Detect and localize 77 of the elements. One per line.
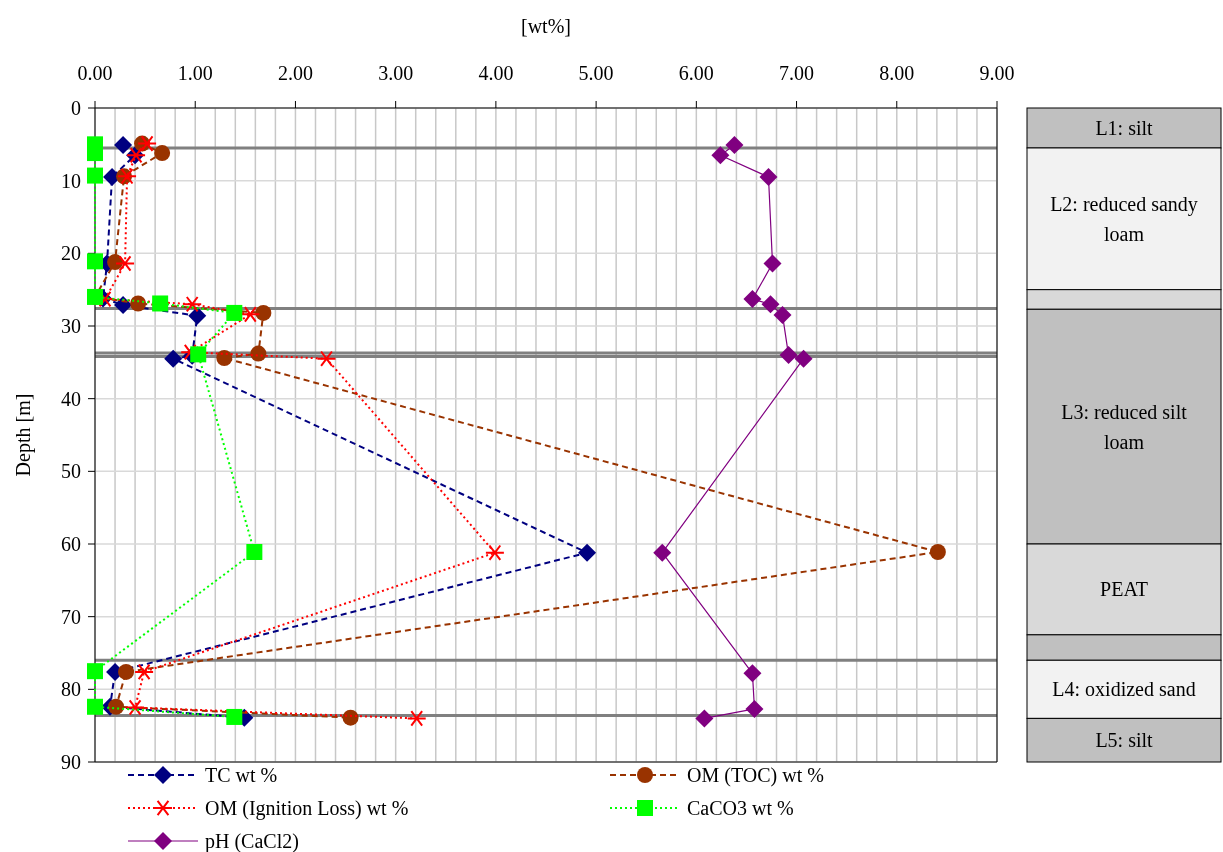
x-axis-title: [wt%] <box>521 15 571 37</box>
point <box>711 146 730 165</box>
point <box>342 709 359 726</box>
point <box>316 350 337 367</box>
series-label: PEAT <box>1100 578 1148 601</box>
point <box>250 345 267 362</box>
point <box>695 709 714 728</box>
series-label: L5: silt <box>1095 729 1154 752</box>
point <box>87 698 103 715</box>
point <box>154 145 171 162</box>
point <box>216 349 233 366</box>
point <box>929 543 946 560</box>
point <box>794 349 813 368</box>
legend-label: CaCO3 wt % <box>687 797 794 819</box>
point <box>182 296 203 313</box>
y-tick-label: 50 <box>61 460 81 483</box>
x-tick-label: 2.00 <box>277 62 313 84</box>
y-axis-title: Depth [m] <box>12 393 35 477</box>
point <box>743 290 762 309</box>
y-tick-label: 10 <box>61 169 81 192</box>
point <box>779 346 798 365</box>
point <box>125 699 146 716</box>
x-tick-label: 6.00 <box>678 62 714 84</box>
point <box>117 168 138 185</box>
legend-label: OM (TOC) wt % <box>687 764 824 787</box>
legend-label: pH (CaCl2) <box>205 830 299 852</box>
y-tick-label: 90 <box>61 751 81 773</box>
y-tick-label: 20 <box>61 242 81 265</box>
point <box>152 295 169 312</box>
point <box>137 135 158 152</box>
point <box>761 295 780 314</box>
point <box>108 698 125 715</box>
x-tick-label: 7.00 <box>779 62 815 84</box>
series-label: L4: oxidized sand <box>1052 678 1196 701</box>
point <box>87 663 103 680</box>
point <box>759 168 778 187</box>
point <box>745 699 764 718</box>
series-label: L1: silt <box>1095 116 1154 139</box>
y-tick-label: 30 <box>61 315 81 337</box>
series-label: L3: reduced silt loam <box>1061 400 1188 453</box>
point <box>725 136 744 155</box>
x-tick-label: 5.00 <box>578 62 614 84</box>
point <box>114 136 133 155</box>
x-tick-label: 1.00 <box>177 62 213 84</box>
point <box>118 663 135 680</box>
point <box>743 664 762 683</box>
x-tick-label: 9.00 <box>979 62 1015 84</box>
x-tick-label: 8.00 <box>879 62 915 84</box>
y-tick-label: 60 <box>61 533 81 555</box>
point <box>87 167 103 184</box>
y-tick-label: 70 <box>61 605 81 628</box>
x-tick-label: 3.00 <box>378 62 414 84</box>
point <box>134 663 155 681</box>
point <box>246 543 263 560</box>
x-tick-label: 4.00 <box>478 62 514 84</box>
point <box>406 710 427 727</box>
series-label: L2: reduced sandy loam <box>1050 192 1198 245</box>
point <box>255 304 272 321</box>
y-tick-label: 0 <box>71 97 81 119</box>
point <box>226 708 243 725</box>
point <box>226 304 243 321</box>
point <box>87 253 103 270</box>
point <box>773 306 792 325</box>
point <box>653 543 672 562</box>
point <box>578 543 597 562</box>
legend-label: TC wt % <box>205 764 278 786</box>
y-tick-label: 80 <box>61 678 81 701</box>
y-tick-label: 40 <box>61 387 81 410</box>
point <box>763 254 782 273</box>
legend-label: OM (Ignition Loss) wt % <box>205 797 409 820</box>
point <box>164 349 183 368</box>
point <box>188 306 207 325</box>
x-tick-label: 0.00 <box>77 62 113 84</box>
point <box>115 255 136 272</box>
point <box>240 306 261 323</box>
point <box>484 544 505 561</box>
point <box>190 346 207 363</box>
